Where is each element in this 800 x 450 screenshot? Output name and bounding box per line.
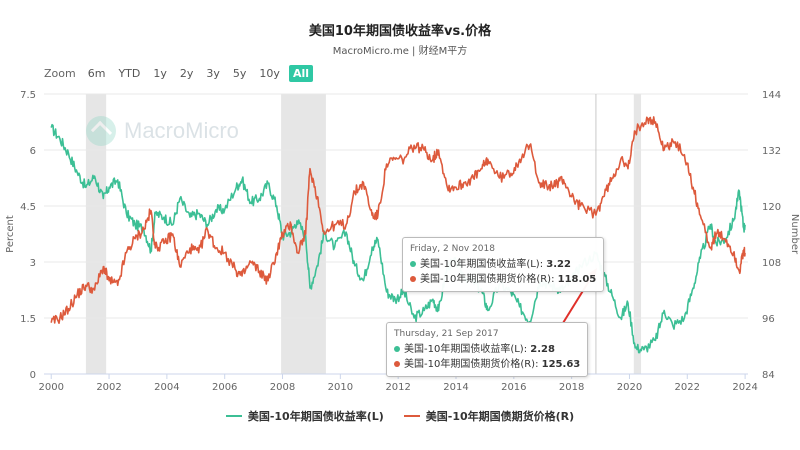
x-tick-label: 2018 xyxy=(559,382,584,393)
chart-subtitle: MacroMicro.me | 财经M平方 xyxy=(332,46,468,57)
legend-item-price[interactable]: 美国-10年期国债期货价格(R) xyxy=(403,408,575,424)
macromicro-logo-icon xyxy=(86,116,116,146)
axes: 0 1.5 3 4.5 6 7.5 84 96 108 120 132 144 2000 2002 2004… xyxy=(5,90,800,393)
zoom-10y-button[interactable]: 10y xyxy=(259,67,280,80)
zoom-label: Zoom xyxy=(44,67,76,80)
zoom-2y-button[interactable]: 2y xyxy=(179,67,194,80)
zoom-6m-button[interactable]: 6m xyxy=(87,67,106,80)
macromicro-watermark: MacroMicro xyxy=(86,116,239,146)
tooltip-value: 2.28 xyxy=(530,344,555,355)
y-right-axis-title: Number xyxy=(789,214,800,255)
zoom-1y-button[interactable]: 1y xyxy=(153,67,167,80)
y-left-axis-title: Percent xyxy=(5,215,16,253)
tooltip-row-price: 美国-10年期国债期货价格(R): 125.63 xyxy=(394,357,580,372)
y-left-tick-label: 4.5 xyxy=(20,202,36,213)
legend-line-icon xyxy=(403,415,420,417)
tooltip-value: 125.63 xyxy=(541,359,581,370)
legend-line-icon xyxy=(225,415,242,417)
tooltip-secondary: Thursday, 21 Sep 2017 美国-10年期国债收益率(L): 2… xyxy=(386,322,589,377)
series-lines xyxy=(50,116,746,354)
tooltip-label: 美国-10年期国债收益率(L): xyxy=(404,344,531,355)
tooltip-value: 118.05 xyxy=(557,274,597,285)
x-tick-label: 2012 xyxy=(385,382,410,393)
y-right-tick-label: 132 xyxy=(762,146,781,157)
zoom-3y-button[interactable]: 3y xyxy=(206,67,220,80)
tooltip-value: 3.22 xyxy=(546,259,571,270)
y-right-tick-label: 96 xyxy=(762,314,775,325)
zoom-bar: Zoom 6m YTD 1y 2y 3y 5y 10y All xyxy=(44,65,318,82)
legend-item-yield[interactable]: 美国-10年期国债收益率(L) xyxy=(225,408,384,424)
tooltip-row-yield: 美国-10年期国债收益率(L): 2.28 xyxy=(394,342,580,357)
price-dot-icon xyxy=(410,276,416,282)
tooltip-row-yield: 美国-10年期国债收益率(L): 3.22 xyxy=(410,257,596,272)
x-tick-label: 2008 xyxy=(270,382,295,393)
tooltip-label: 美国-10年期国债收益率(L): xyxy=(420,259,547,270)
y-right-tick-label: 144 xyxy=(762,90,781,101)
y-right-tick-label: 84 xyxy=(762,370,775,381)
x-tick-label: 2014 xyxy=(443,382,468,393)
price-series-line xyxy=(50,116,746,324)
zoom-all-button[interactable]: All xyxy=(288,65,313,82)
x-tick-label: 2024 xyxy=(732,382,757,393)
chart-title: 美国10年期国债收益率vs.价格 xyxy=(308,24,492,39)
x-tick-label: 2020 xyxy=(617,382,642,393)
tooltip-label: 美国-10年期国债期货价格(R): xyxy=(404,359,542,370)
x-tick-label: 2022 xyxy=(675,382,700,393)
tooltip-row-price: 美国-10年期国债期货价格(R): 118.05 xyxy=(410,272,596,287)
zoom-ytd-button[interactable]: YTD xyxy=(118,67,141,80)
x-tick-label: 2002 xyxy=(96,382,121,393)
x-tick-label: 2004 xyxy=(154,382,179,393)
x-tick-label: 2000 xyxy=(39,382,64,393)
yield-series-line xyxy=(50,123,746,354)
watermark-text: MacroMicro xyxy=(124,118,239,143)
tooltip-label: 美国-10年期国债期货价格(R): xyxy=(420,274,558,285)
legend-label: 美国-10年期国债期货价格(R) xyxy=(425,410,575,423)
legend: 美国-10年期国债收益率(L) 美国-10年期国债期货价格(R) xyxy=(0,408,800,424)
tooltip-primary: Friday, 2 Nov 2018 美国-10年期国债收益率(L): 3.22… xyxy=(402,237,605,292)
y-left-tick-label: 0 xyxy=(30,370,36,381)
tooltip-date: Thursday, 21 Sep 2017 xyxy=(394,329,499,339)
y-left-tick-label: 3 xyxy=(30,258,36,269)
y-right-tick-label: 120 xyxy=(762,202,781,213)
legend-label: 美国-10年期国债收益率(L) xyxy=(247,410,384,423)
y-right-tick-label: 108 xyxy=(762,258,781,269)
x-tick-label: 2010 xyxy=(328,382,353,393)
price-dot-icon xyxy=(394,361,400,367)
y-left-tick-label: 1.5 xyxy=(20,314,36,325)
yield-dot-icon xyxy=(394,346,400,352)
yield-dot-icon xyxy=(410,261,416,267)
y-left-tick-label: 6 xyxy=(30,146,36,157)
zoom-5y-button[interactable]: 5y xyxy=(232,67,247,80)
recession-band xyxy=(633,94,642,374)
tooltip-date: Friday, 2 Nov 2018 xyxy=(410,244,495,254)
y-left-tick-label: 7.5 xyxy=(20,90,36,101)
x-tick-label: 2006 xyxy=(212,382,237,393)
recession-band xyxy=(85,94,107,374)
x-tick-label: 2016 xyxy=(501,382,526,393)
